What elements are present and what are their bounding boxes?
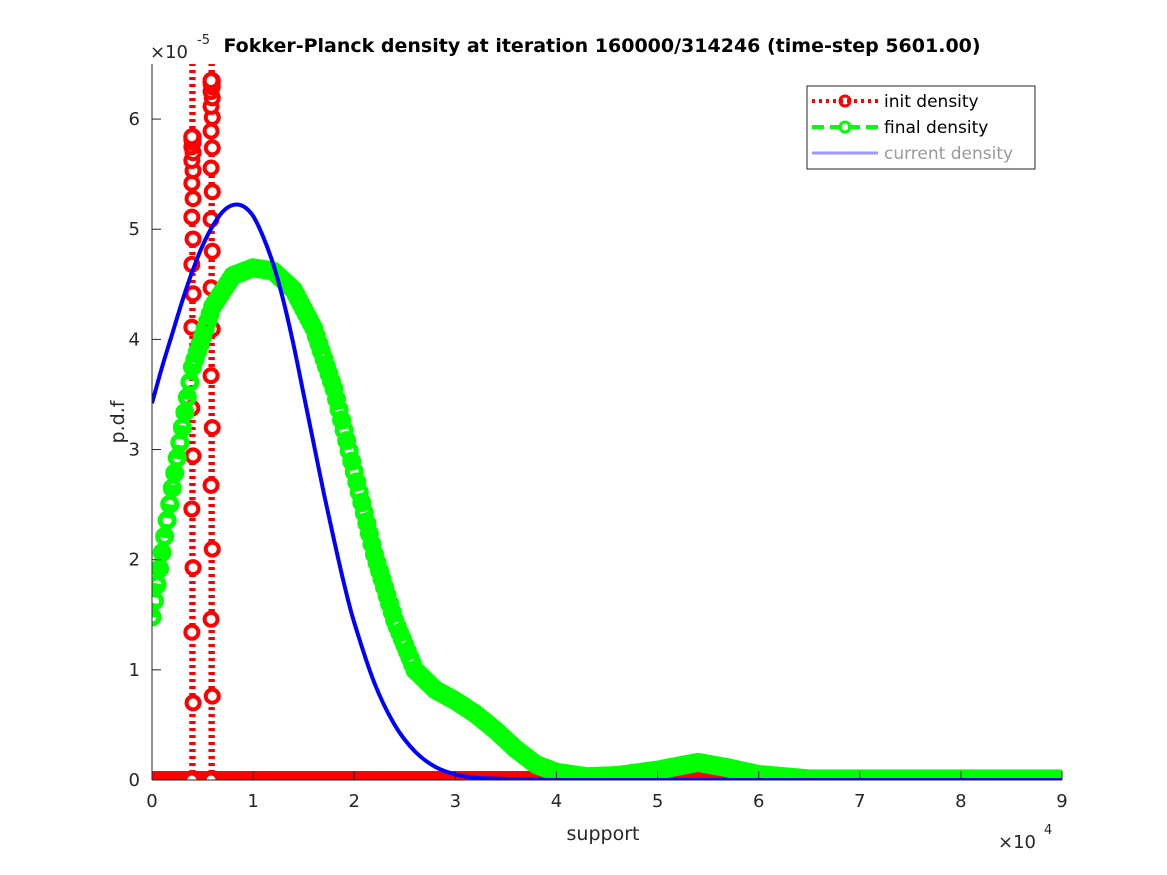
x-multiplier-exponent: 4 <box>1044 823 1052 838</box>
init-density-marker <box>184 285 202 303</box>
init-density-marker <box>202 771 220 780</box>
final-density-marker <box>354 503 374 523</box>
y-axis-label: p.d.f <box>107 399 129 443</box>
final-density-marker <box>339 441 359 461</box>
y-multiplier: ×10 -5 <box>150 33 210 63</box>
legend-entry-init: init density <box>812 92 979 112</box>
legend-entry-final: final density <box>812 118 988 138</box>
final-density-marker <box>349 482 369 502</box>
init-density-marker <box>203 139 221 157</box>
final-density-marker <box>329 400 349 420</box>
init-density-marker <box>203 183 221 201</box>
final-density-marker <box>357 513 377 533</box>
plot-area <box>152 64 1062 780</box>
init-density-marker <box>184 559 202 577</box>
x-tick-label: 5 <box>652 791 663 812</box>
final-density-marker <box>332 410 352 430</box>
final-density-marker <box>334 420 354 440</box>
final-density-marker <box>152 607 162 627</box>
y-tick-label: 1 <box>129 660 140 681</box>
final-density-marker <box>327 389 347 409</box>
init-density-marker <box>202 367 220 385</box>
legend-current-label: current density <box>884 144 1013 164</box>
final-density-marker <box>342 451 362 471</box>
final-density-marker <box>362 534 382 554</box>
init-density-marker <box>202 122 220 140</box>
chart-title: Fokker-Planck density at iteration 16000… <box>223 35 980 57</box>
init-density-marker <box>183 771 201 780</box>
legend-init-label: init density <box>884 92 979 112</box>
x-tick-label: 0 <box>146 791 157 812</box>
legend-final-label: final density <box>884 118 988 138</box>
y-tick-label: 0 <box>129 770 140 791</box>
init-density-marker <box>184 230 202 248</box>
legend-entry-current: current density <box>812 144 1013 164</box>
init-density-marker <box>183 208 201 226</box>
init-density-marker <box>203 419 221 437</box>
y-tick-label: 3 <box>129 440 140 461</box>
current-density-line <box>152 202 1062 780</box>
final-density-marker <box>324 379 344 399</box>
init-density-marker <box>202 72 220 90</box>
init-density-marker <box>184 190 202 208</box>
init-density-marker <box>183 128 201 146</box>
series-layer <box>152 64 1062 780</box>
x-tick-label: 7 <box>854 791 865 812</box>
legend-final-marker <box>838 120 852 134</box>
y-tick-label: 4 <box>129 329 140 350</box>
init-density-marker <box>203 687 221 705</box>
x-multiplier: ×10 4 <box>998 823 1052 853</box>
x-tick-label: 1 <box>247 791 258 812</box>
x-tick-label: 2 <box>348 791 359 812</box>
y-multiplier-exponent: -5 <box>197 33 210 48</box>
init-density-marker <box>183 623 201 641</box>
init-density-marker <box>202 159 220 177</box>
x-tick-label: 9 <box>1056 791 1067 812</box>
legend: init density final density current densi… <box>806 85 1036 170</box>
axes-layer <box>151 64 1062 781</box>
init-density-marker <box>203 242 221 260</box>
y-multiplier-base: ×10 <box>150 42 188 63</box>
final-density-marker <box>344 462 364 482</box>
y-tick-label: 2 <box>129 550 140 571</box>
legend-box <box>806 85 1036 170</box>
x-tick-label: 8 <box>955 791 966 812</box>
init-density-marker <box>184 447 202 465</box>
y-tick-label: 6 <box>129 109 140 130</box>
legend-init-marker <box>838 94 852 108</box>
x-tick-label: 4 <box>551 791 562 812</box>
x-tick-label: 6 <box>753 791 764 812</box>
final-density-marker <box>352 493 372 513</box>
init-density-marker <box>184 694 202 712</box>
x-tick-label: 3 <box>450 791 461 812</box>
final-density-marker <box>347 472 367 492</box>
final-density-marker <box>359 524 379 544</box>
y-tick-label: 5 <box>129 219 140 240</box>
final-density-marker <box>337 431 357 451</box>
x-multiplier-base: ×10 <box>998 832 1036 853</box>
init-density-marker <box>202 476 220 494</box>
y-ticks: 0 1 2 3 4 5 6 <box>129 109 161 791</box>
init-density-marker <box>203 540 221 558</box>
init-density-marker <box>183 500 201 518</box>
x-ticks: 0 1 2 3 4 5 6 7 8 9 <box>146 771 1068 812</box>
x-axis-label: support <box>567 823 640 845</box>
init-density-marker <box>202 610 220 628</box>
